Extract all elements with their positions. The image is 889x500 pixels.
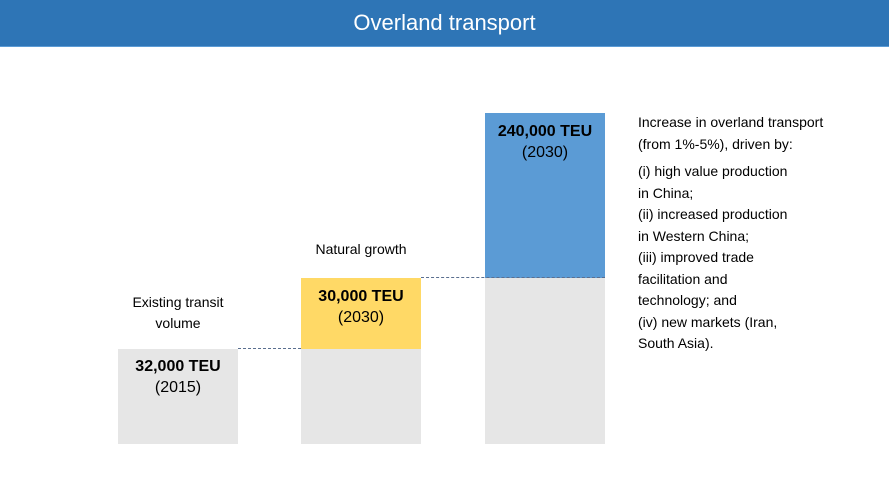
driver-item: (i) high value production in China; <box>638 161 878 204</box>
driver-line: in China; <box>638 184 694 201</box>
connector-line <box>421 277 605 278</box>
driver-line: (iv) new markets (Iran, <box>638 313 778 330</box>
bar-existing-label: 32,000 TEU (2015) <box>118 356 238 398</box>
bar-natural-label: 30,000 TEU (2030) <box>301 286 421 328</box>
caption-line: volume <box>155 315 201 331</box>
bar-overland-base <box>485 278 605 444</box>
year-label: (2030) <box>521 144 569 161</box>
bar-existing-volume <box>118 349 238 444</box>
intro-line: (from 1%-5%), driven by: <box>638 135 793 152</box>
value-label: 30,000 TEU <box>318 288 404 305</box>
natural-caption: Natural growth <box>315 241 407 257</box>
driver-item: (iii) improved trade facilitation and te… <box>638 247 878 312</box>
value-label: 240,000 TEU <box>497 123 593 140</box>
driver-line: (iii) improved trade <box>638 249 754 265</box>
driver-line: South Asia). <box>638 335 714 351</box>
caption-line: Existing transit <box>132 294 224 310</box>
driver-line: (ii) increased production <box>638 206 788 222</box>
bar-overland-increase <box>485 113 605 278</box>
drivers-text: Increase in overland transport (from 1%-… <box>638 112 878 355</box>
driver-line: (i) high value production <box>638 163 788 179</box>
driver-item: (iv) new markets (Iran, South Asia). <box>638 312 878 355</box>
bar-overland-label: 240,000 TEU (2030) <box>485 121 605 163</box>
driver-line: facilitation and <box>638 270 728 287</box>
driver-line: technology; and <box>638 292 737 308</box>
bar-natural-growth <box>301 278 421 349</box>
intro-line: Increase in overland transport <box>638 114 824 130</box>
slide-title: Overland transport <box>353 10 536 35</box>
existing-caption: Existing transit volume <box>100 292 256 334</box>
driver-item: (ii) increased production in Western Chi… <box>638 204 878 247</box>
connector-line <box>238 348 301 349</box>
year-label: (2015) <box>154 379 202 396</box>
value-label: 32,000 TEU <box>135 358 221 375</box>
year-label: (2030) <box>337 309 385 326</box>
driver-line: in Western China; <box>638 227 750 244</box>
bar-natural-base <box>301 349 421 444</box>
title-bar: Overland transport <box>0 0 889 47</box>
